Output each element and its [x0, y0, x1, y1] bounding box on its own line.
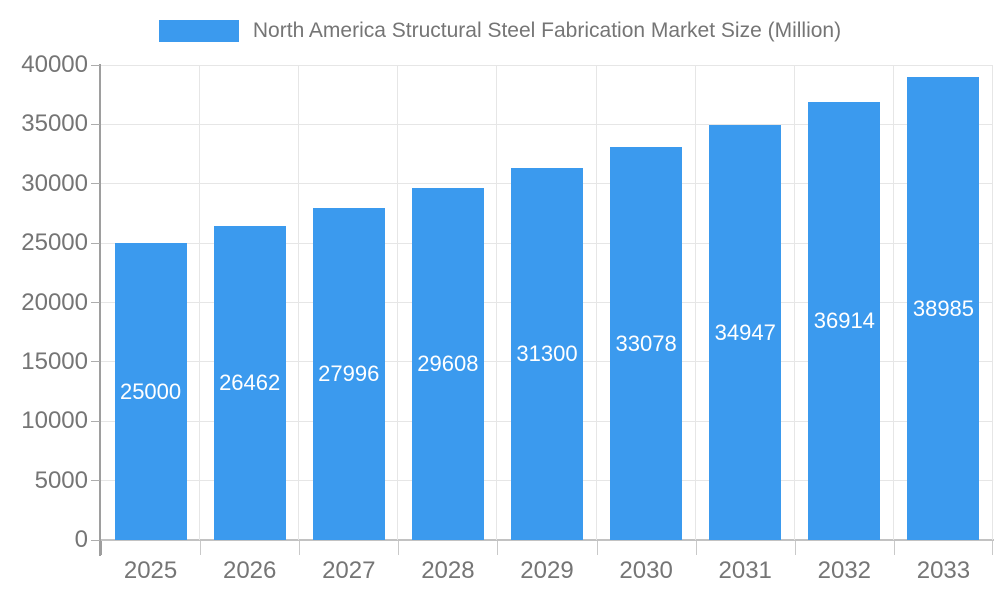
y-axis-tick-label: 25000 [21, 229, 88, 257]
x-axis-tick [299, 541, 301, 555]
gridline-horizontal [101, 123, 993, 125]
bar-value-label: 29608 [417, 351, 479, 377]
y-axis-tick [91, 480, 100, 482]
x-axis-tick [794, 541, 796, 555]
plot-area: 25000 26462 27996 29608 31300 33078 34947 36914… [101, 64, 993, 540]
bar-value-label: 38985 [912, 295, 975, 321]
y-axis-tick [91, 64, 100, 66]
y-axis-tick [91, 539, 100, 541]
gridline-vertical [199, 65, 201, 540]
x-axis-tick [992, 541, 993, 555]
bar-value-label: 27996 [318, 360, 380, 386]
bar-2030[interactable]: 33078 [610, 147, 683, 540]
gridline-vertical [892, 65, 894, 540]
x-axis-tick [596, 541, 598, 555]
bar-2032[interactable]: 36914 [808, 101, 881, 540]
x-axis-tick-label: 2033 [916, 557, 971, 584]
bar-2028[interactable]: 29608 [411, 188, 484, 540]
gridline-vertical [397, 65, 399, 540]
legend-item[interactable]: North America Structural Steel Fabricati… [0, 17, 1000, 45]
gridline-vertical [992, 65, 993, 540]
y-axis-tick-label: 10000 [21, 407, 88, 435]
y-axis-tick-label: 30000 [21, 169, 88, 197]
x-axis-tick-label: 2025 [123, 557, 178, 584]
x-axis-tick [497, 541, 499, 555]
x-axis-tick-label: 2028 [421, 557, 475, 584]
bar-value-label: 31300 [516, 341, 578, 367]
x-axis-tick-label: 2031 [718, 557, 772, 584]
y-axis-tick [91, 420, 100, 422]
y-axis-tick-label: 15000 [21, 347, 88, 375]
gridline-horizontal [101, 64, 993, 66]
x-axis-tick-label: 2027 [322, 557, 376, 584]
bar-value-label: 33078 [615, 330, 677, 356]
gridline-vertical [298, 65, 300, 540]
x-axis-tick [695, 541, 697, 555]
x-axis-tick [101, 541, 102, 555]
bar-2027[interactable]: 27996 [312, 207, 385, 540]
y-axis-tick [91, 361, 100, 363]
x-axis-tick-label: 2029 [520, 557, 574, 584]
bar-2031[interactable]: 34947 [709, 125, 782, 540]
gridline-vertical [595, 65, 597, 540]
bar-2026[interactable]: 26462 [213, 225, 286, 540]
bar-value-label: 34947 [714, 319, 776, 345]
y-axis-tick-label: 0 [74, 526, 88, 553]
y-axis-tick [91, 183, 100, 185]
bar-value-label: 25000 [119, 378, 182, 404]
x-axis-tick-label: 2032 [817, 557, 872, 584]
legend-label: North America Structural Steel Fabricati… [252, 19, 842, 42]
bar-value-label: 36914 [813, 307, 875, 333]
bar-2033[interactable]: 38985 [907, 77, 980, 540]
legend-swatch [158, 20, 239, 42]
x-axis-line [101, 539, 994, 541]
x-axis-tick [398, 541, 400, 555]
y-axis-tick [91, 302, 100, 303]
x-axis-tick [893, 541, 895, 555]
x-axis-tick-label: 2026 [222, 557, 277, 584]
x-axis-tick [200, 541, 202, 555]
bar-2029[interactable]: 31300 [511, 168, 583, 540]
y-axis-tick [91, 242, 100, 244]
gridline-vertical [496, 65, 498, 540]
y-axis-tick-label: 5000 [34, 466, 88, 494]
y-axis-tick [91, 123, 100, 125]
y-axis-line [99, 64, 101, 556]
y-axis-tick-label: 35000 [21, 110, 88, 138]
bar-2025[interactable]: 25000 [114, 243, 187, 540]
y-axis-tick-label: 40000 [21, 51, 88, 78]
gridline-vertical [793, 65, 795, 540]
gridline-vertical [694, 65, 696, 540]
x-axis-tick-label: 2030 [619, 557, 673, 584]
y-axis-tick-label: 20000 [21, 288, 88, 316]
bar-value-label: 26462 [219, 369, 281, 395]
